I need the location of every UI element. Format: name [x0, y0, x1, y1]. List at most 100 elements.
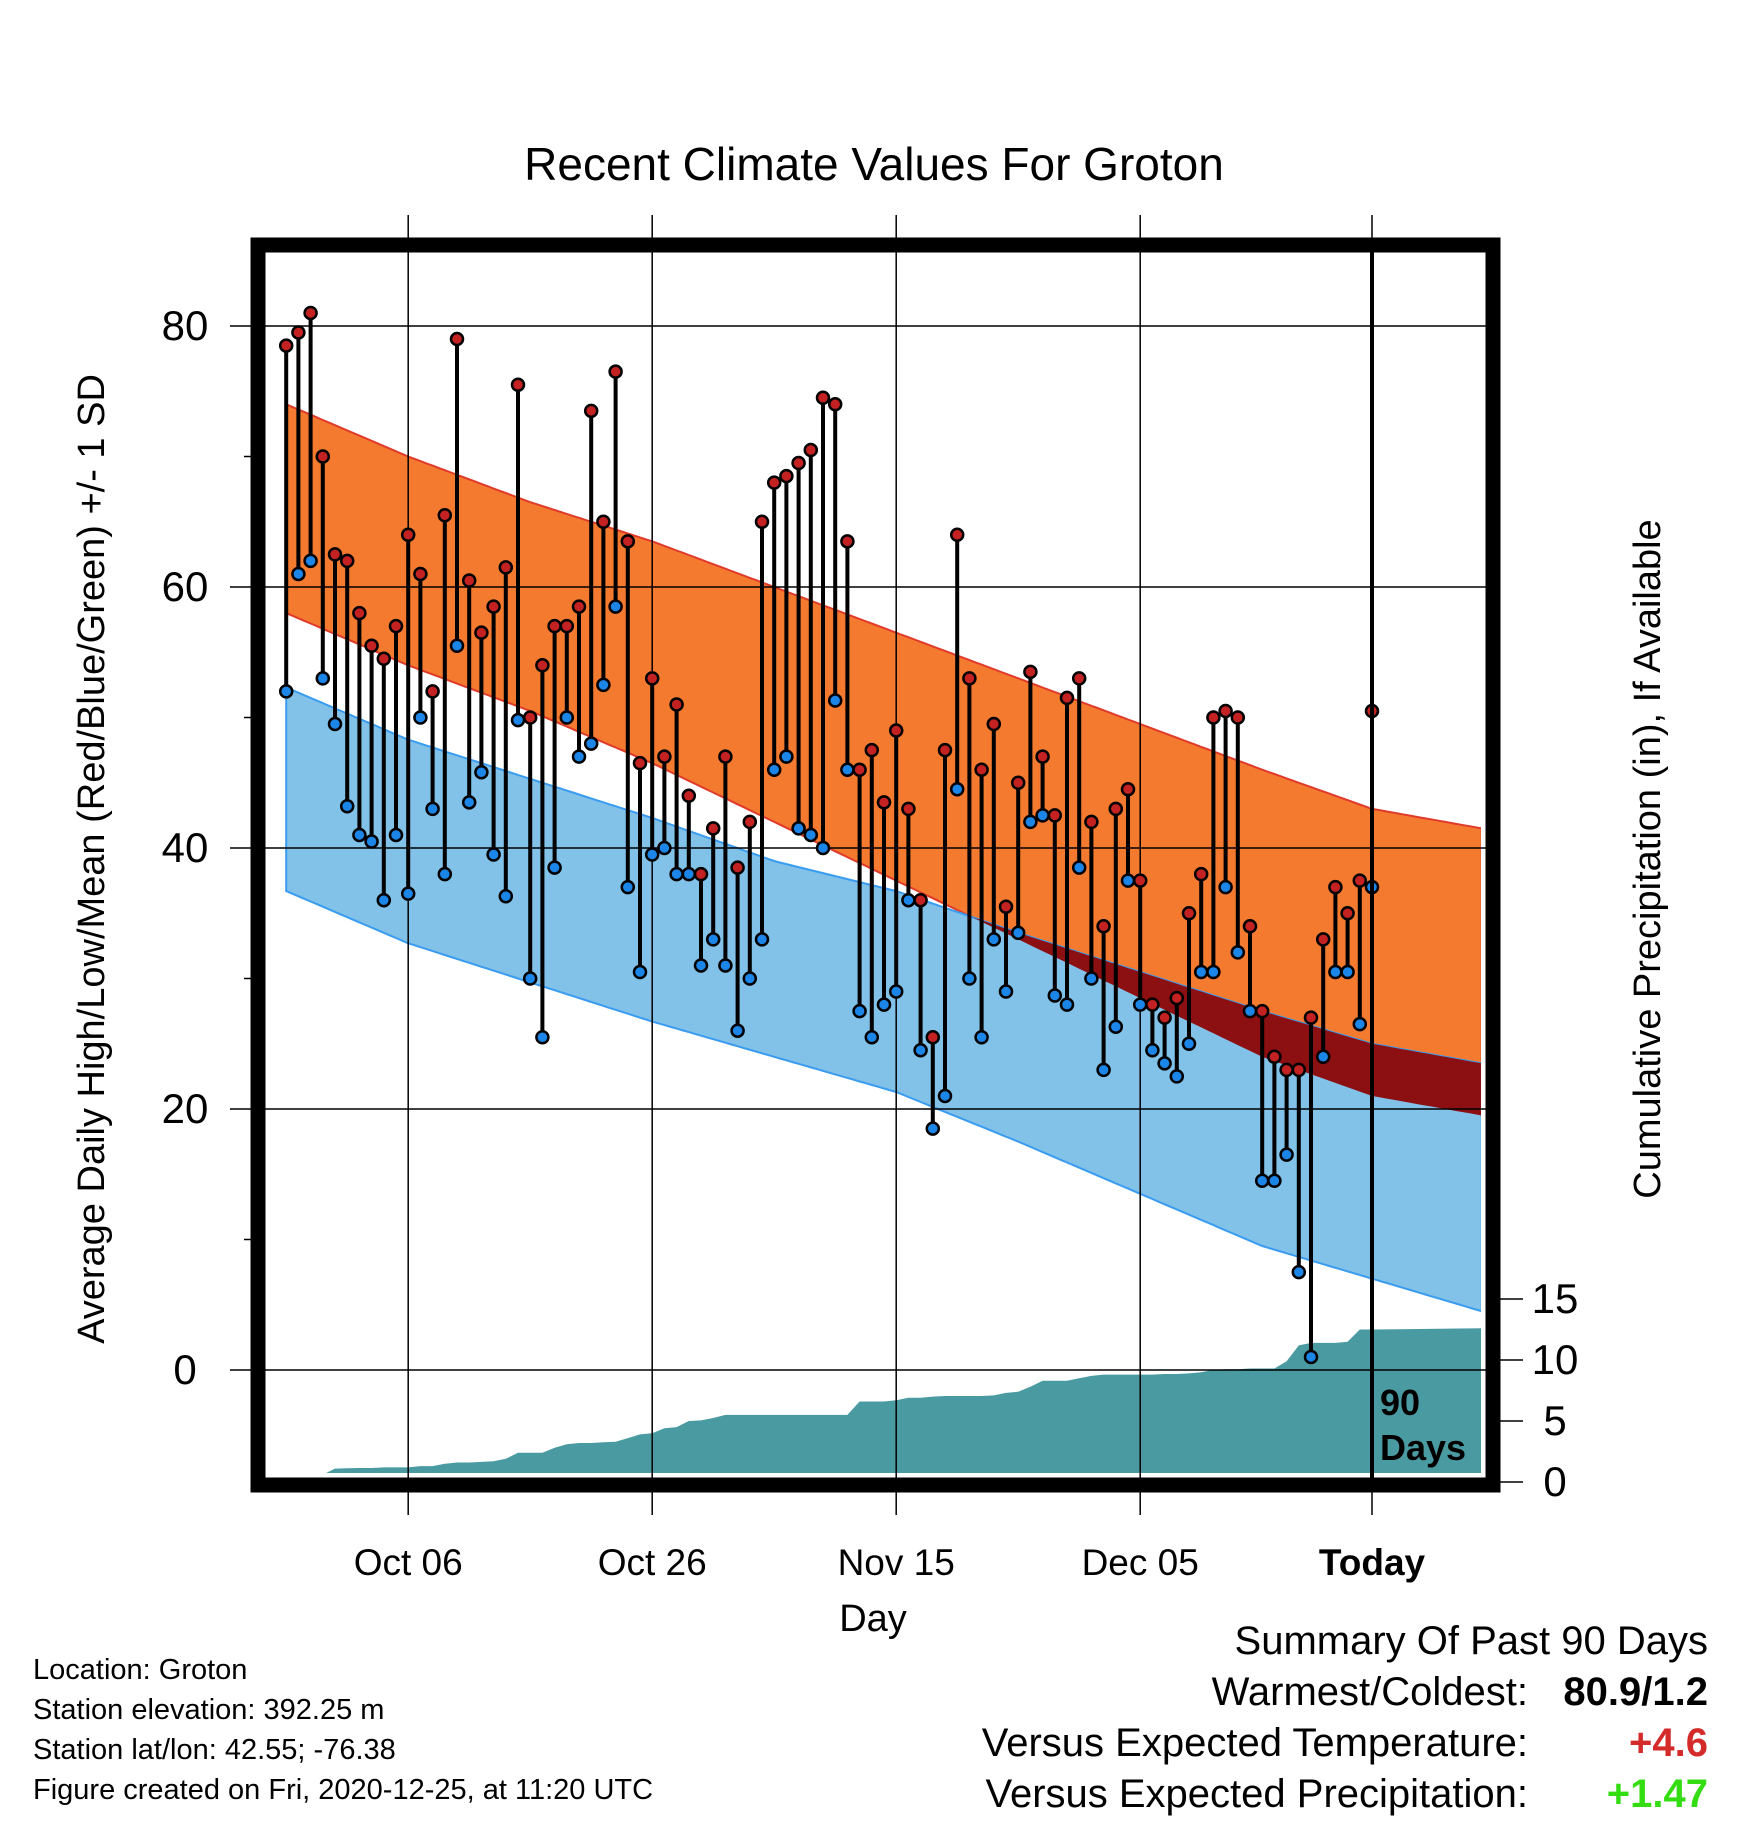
high-temp-point: [925, 1029, 941, 1045]
low-temp-point: [571, 749, 587, 764]
x-tick-label: Oct 06: [354, 1542, 463, 1583]
low-temp-point: [998, 984, 1014, 999]
temp-row: Versus Expected Temperature: +4.6: [982, 1718, 1708, 1769]
low-temp-point: [913, 1043, 928, 1058]
low-temp-point: [986, 932, 1002, 947]
low-temp-point: [901, 892, 916, 908]
high-temp-point: [510, 377, 526, 392]
low-temp-point: [974, 1029, 989, 1045]
low-temp-point: [352, 827, 367, 843]
temp-label: Versus Expected Temperature:: [981, 1721, 1528, 1765]
high-temp-point: [498, 560, 514, 575]
low-temp-point: [364, 834, 379, 849]
y2-tick-label: 15: [1532, 1275, 1579, 1322]
high-temp-point: [291, 325, 306, 340]
high-temp-point: [693, 866, 709, 882]
low-temp-point: [620, 879, 636, 895]
high-temp-point: [1230, 710, 1246, 725]
high-temp-point: [1096, 919, 1111, 934]
created-text: Figure created on Fri, 2020-12-25, at 11…: [33, 1774, 654, 1806]
low-temp-point: [303, 553, 318, 569]
daily-values: [278, 305, 1380, 1365]
y-tick-label: 60: [162, 563, 209, 610]
low-temp-point: [791, 821, 806, 836]
low-temp-point: [608, 599, 623, 614]
high-temp-point: [1267, 1049, 1282, 1065]
low-temp-point: [1181, 1036, 1197, 1051]
low-temp-point: [461, 795, 477, 810]
low-temp-point: [1108, 1019, 1124, 1035]
low-temp-point: [291, 566, 306, 582]
low-temp-point: [425, 801, 440, 817]
low-temp-point: [1010, 925, 1026, 941]
high-temp-point: [1315, 932, 1331, 947]
high-temp-point: [815, 390, 831, 406]
high-temp-point: [754, 514, 770, 529]
high-temp-point: [644, 671, 660, 686]
today-marker-label-2: Days: [1380, 1427, 1466, 1468]
warmest-row: Warmest/Coldest: 80.9/1.2: [982, 1667, 1708, 1718]
low-temp-point: [486, 847, 501, 862]
low-temp-point: [1023, 814, 1038, 830]
low-temp-point: [1206, 964, 1221, 980]
low-temp-point: [1315, 1049, 1331, 1065]
low-temp-point: [1047, 988, 1063, 1003]
high-temp-point: [535, 658, 550, 673]
low-temp-point: [327, 716, 343, 732]
high-temp-point: [962, 671, 977, 686]
station-info: Location: Groton Station elevation: 392.…: [33, 1650, 653, 1810]
summary-panel: Summary Of Past 90 Days Warmest/Coldest:…: [982, 1616, 1708, 1820]
high-temp-point: [827, 397, 843, 412]
high-temp-point: [608, 364, 623, 379]
high-sd-band: [285, 402, 1481, 1117]
warmest-label: Warmest/Coldest:: [1211, 1670, 1528, 1714]
low-temp-point: [449, 638, 465, 653]
low-temp-point: [888, 984, 904, 999]
low-temp-point: [730, 1023, 745, 1038]
low-temp-point: [1352, 1016, 1368, 1032]
high-temp-point: [791, 455, 806, 471]
low-temp-point: [1193, 964, 1209, 980]
high-temp-point: [1169, 990, 1185, 1006]
high-temp-point: [583, 403, 599, 419]
low-temp-point: [1328, 964, 1343, 980]
low-temp-point: [742, 971, 758, 986]
low-temp-point: [925, 1121, 941, 1136]
high-temp-point: [461, 573, 477, 588]
y2-tick-label: 0: [1543, 1458, 1566, 1505]
high-temp-point: [449, 331, 465, 347]
high-temp-point: [1071, 671, 1087, 686]
high-temp-point: [1035, 749, 1050, 764]
low-temp-point: [1291, 1264, 1307, 1280]
high-temp-point: [522, 710, 538, 725]
high-temp-point: [364, 638, 379, 653]
low-temp-point: [1267, 1173, 1282, 1189]
low-temp-point: [278, 684, 294, 699]
low-temp-point: [315, 671, 331, 686]
low-temp-point: [1157, 1056, 1172, 1071]
y-tick-label: 20: [162, 1085, 209, 1132]
high-temp-point: [327, 547, 343, 562]
high-temp-point: [1059, 690, 1075, 706]
high-temp-point: [681, 788, 697, 804]
high-temp-point: [657, 749, 672, 764]
high-temp-point: [1145, 997, 1160, 1012]
high-temp-point: [669, 697, 684, 712]
high-temp-point: [1120, 782, 1136, 797]
today-marker-label-1: 90: [1380, 1382, 1420, 1423]
low-temp-point: [827, 693, 843, 708]
low-temp-point: [766, 762, 782, 777]
y-axis-label: Average Daily High/Low/Mean (Red/Blue/Gr…: [71, 374, 113, 1344]
high-temp-point: [278, 338, 294, 353]
latlon-text: Station lat/lon: 42.55; -76.38: [33, 1734, 396, 1766]
high-temp-point: [388, 618, 404, 634]
low-temp-point: [754, 932, 770, 947]
high-temp-point: [742, 814, 758, 830]
low-temp-point: [876, 997, 892, 1012]
low-temp-point: [669, 866, 684, 882]
x-tick-label: Oct 26: [598, 1542, 707, 1583]
low-temp-point: [437, 866, 453, 882]
low-temp-point: [559, 710, 575, 725]
high-temp-point: [1303, 1010, 1319, 1025]
high-temp-point: [1291, 1062, 1307, 1078]
